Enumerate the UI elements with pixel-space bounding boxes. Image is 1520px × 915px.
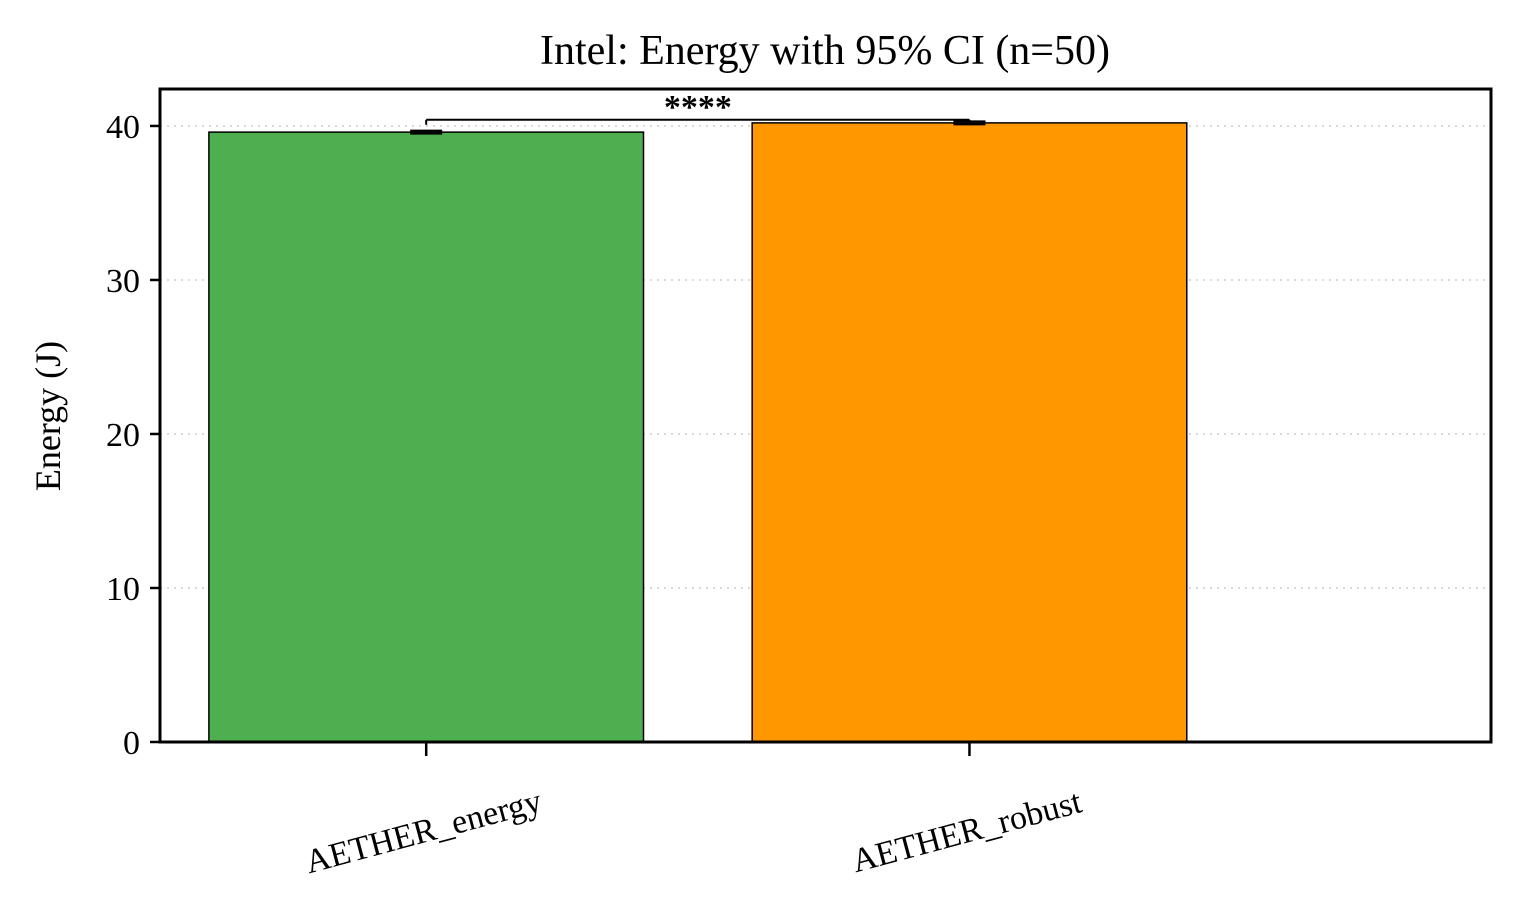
y-tick-label: 10 — [106, 571, 140, 608]
bar-AETHER_robust — [751, 122, 1188, 743]
chart-title: Intel: Energy with 95% CI (n=50) — [540, 28, 1110, 74]
x-tick-label-AETHER_energy: AETHER_energy — [301, 783, 545, 882]
bar-AETHER_energy — [208, 131, 645, 743]
significance-stars: **** — [664, 89, 732, 126]
y-tick-label: 20 — [106, 417, 140, 454]
plot-frame — [158, 87, 1493, 744]
y-axis-label: Energy (J) — [28, 341, 68, 491]
y-tick-label: 30 — [106, 263, 140, 300]
bars — [208, 120, 1188, 743]
y-tick-label: 40 — [106, 109, 140, 146]
x-tick-label-AETHER_robust: AETHER_robust — [848, 783, 1086, 880]
y-tick-label: 0 — [123, 725, 140, 762]
significance-annotation: **** — [425, 89, 971, 126]
